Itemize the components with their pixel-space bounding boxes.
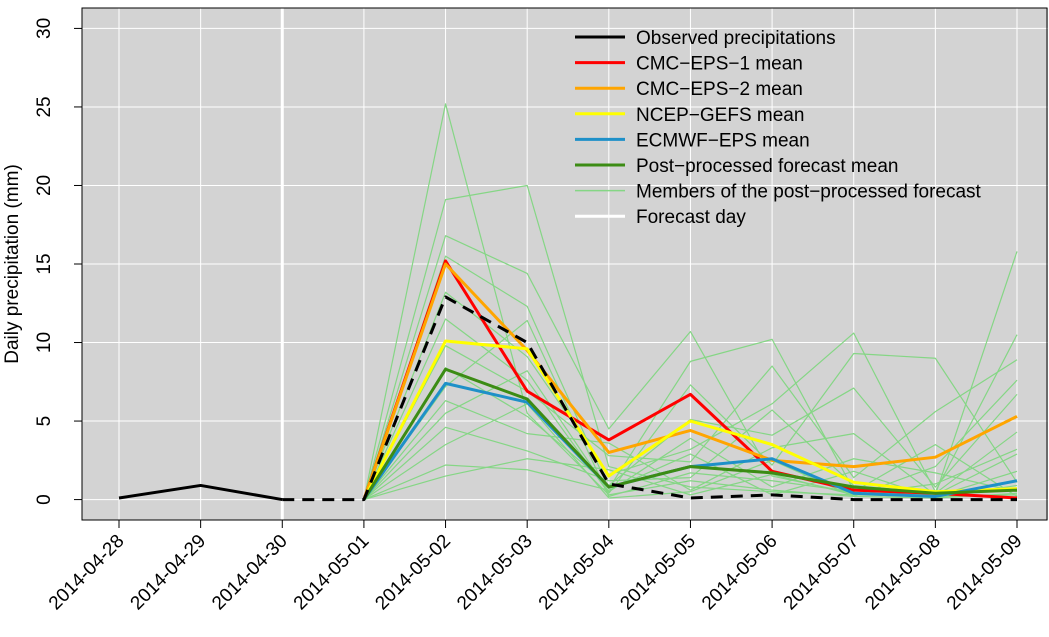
legend-label: CMC−EPS−2 mean	[636, 79, 803, 100]
legend-label: Members of the post−processed forecast	[636, 182, 982, 203]
x-tick-label: 2014-05-07	[780, 531, 864, 615]
y-axis-label: Daily precipitation (mm)	[2, 164, 23, 364]
member-line	[363, 367, 1018, 500]
legend-label: Forecast day	[636, 207, 746, 228]
x-tick-label: 2014-05-05	[616, 531, 700, 615]
y-tick-label: 5	[34, 416, 55, 427]
member-line	[363, 318, 1018, 500]
y-tick-label: 0	[34, 494, 55, 505]
observed-line-forecast	[282, 295, 1017, 502]
x-tick-label: 2014-05-06	[698, 531, 782, 615]
y-tick-label: 10	[34, 332, 55, 353]
y-tick-label: 20	[34, 175, 55, 196]
legend-label: Observed precipitations	[636, 28, 836, 49]
member-line	[363, 370, 1018, 500]
mean-line	[362, 339, 1018, 501]
member-line	[363, 400, 1018, 500]
mean-line	[362, 367, 1018, 501]
legend-label: CMC−EPS−1 mean	[636, 54, 803, 75]
y-tick-label: 15	[34, 253, 55, 274]
x-tick-label: 2014-05-03	[453, 531, 537, 615]
y-tick-label: 30	[34, 18, 55, 39]
plot-border	[81, 7, 1048, 521]
legend-label: NCEP−GEFS mean	[636, 105, 804, 126]
x-tick-label: 2014-05-09	[943, 531, 1027, 615]
x-tick-label: 2014-05-02	[371, 531, 455, 615]
legend-label: Post−processed forecast mean	[636, 156, 898, 177]
x-tick-label: 2014-05-08	[861, 531, 945, 615]
member-line	[363, 103, 1018, 500]
x-tick-label: 2014-04-30	[208, 531, 292, 615]
x-tick-label: 2014-05-04	[535, 530, 619, 614]
x-tick-label: 2014-04-28	[45, 531, 129, 615]
member-line	[363, 379, 1018, 501]
y-tick-label: 25	[34, 96, 55, 117]
legend-label: ECMWF−EPS mean	[636, 130, 810, 151]
x-tick-label: 2014-04-29	[127, 531, 211, 615]
observed-line	[118, 483, 283, 502]
member-line	[363, 345, 1018, 500]
x-tick-label: 2014-05-01	[290, 531, 374, 615]
mean-line	[362, 262, 1018, 501]
